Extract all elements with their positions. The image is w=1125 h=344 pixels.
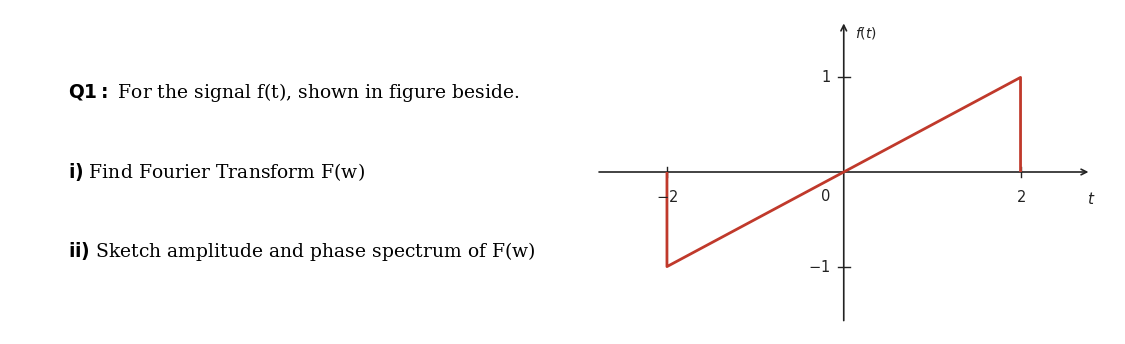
Text: $f(t)$: $f(t)$ [855,25,878,41]
Text: $\mathbf{ii)}$ Sketch amplitude and phase spectrum of F(w): $\mathbf{ii)}$ Sketch amplitude and phas… [68,240,536,262]
Text: $-1$: $-1$ [809,259,830,275]
Text: $\mathbf{Q1:}$ For the signal f(t), shown in figure beside.: $\mathbf{Q1:}$ For the signal f(t), show… [68,82,519,104]
Text: $2$: $2$ [1016,189,1026,205]
Text: $t$: $t$ [1087,191,1096,207]
Text: $1$: $1$ [820,69,830,85]
Text: $-2$: $-2$ [656,189,678,205]
Text: $0$: $0$ [820,188,830,204]
Text: $\mathbf{i)}$ Find Fourier Transform F(w): $\mathbf{i)}$ Find Fourier Transform F(w… [68,161,364,183]
